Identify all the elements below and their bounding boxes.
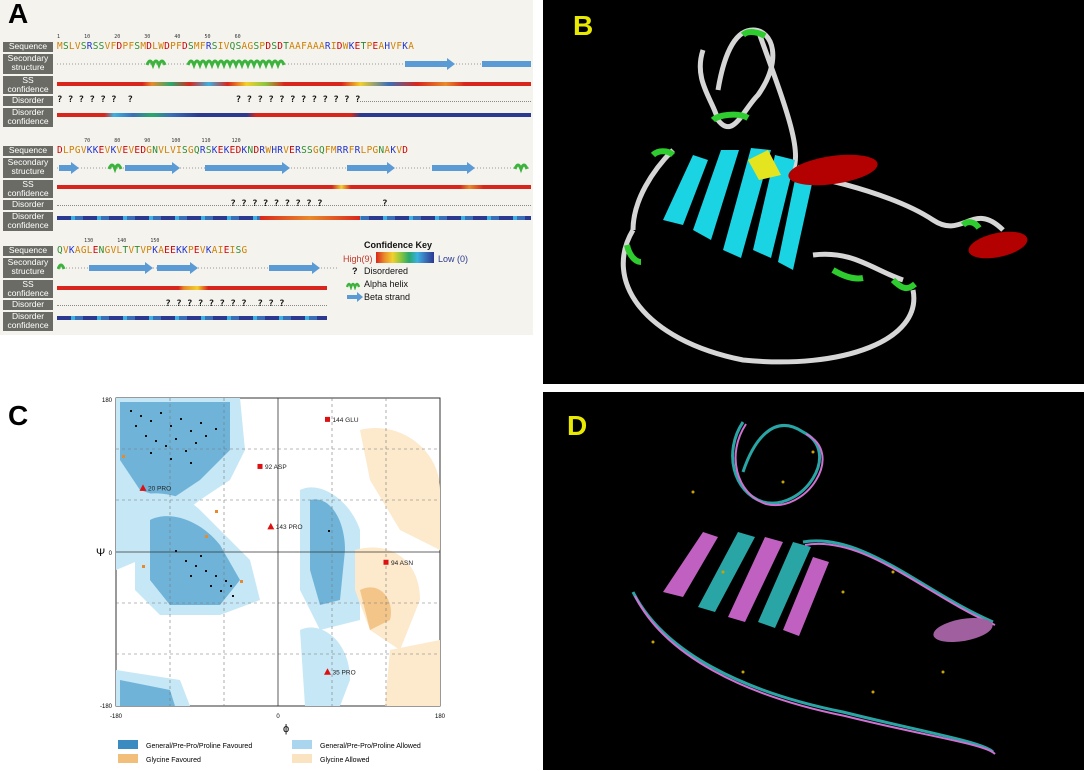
x-tick-0: 0 [276,714,280,720]
outlier-label: 94 ASN [391,560,413,567]
row-label-sequence: Sequence [3,42,53,52]
row-label-disorder-confidence: Disorder confidence [3,312,53,331]
beta-strand-icon [405,58,455,70]
disorder-confidence-bar [57,113,531,117]
seq-ticks: 70 80 90 100 110 120 [57,138,241,144]
outlier-label: 35 PRO [333,669,356,676]
rama-legend: General/Pre-Pro/Proline Favoured General… [118,740,421,764]
panel-label-d: D [567,410,588,441]
secondary-structure-track [57,58,531,70]
beta-strand-icon [125,162,180,174]
row-label-secondary: Secondary structure [3,158,53,178]
x-tick-neg180: -180 [110,714,123,720]
beta-strand-icon [157,262,198,274]
panel-c-ramachandran-plot: C 144 GLU 92 ASP 20 PRO 143 PR [0,390,533,771]
beta-strand-icon [59,162,79,174]
sequence-row: DLPGVKKEVKVEVEDGNVLVISGQRSKEKEDKNDRWHRVE… [57,145,409,156]
y-tick-neg180: -180 [100,704,113,710]
outlier-point [325,416,330,422]
disorder-line [57,305,327,306]
alpha-helix-label: Alpha helix [364,279,409,289]
beta-strand-icon [205,162,290,174]
x-axis-label: ϕ [283,723,289,735]
legend-label: Glycine Allowed [320,757,370,764]
row-label-ss-confidence: SS confidence [3,280,53,298]
outlier-label: 20 PRO [148,485,171,492]
ss-confidence-bar [57,185,531,189]
panel-label-c: C [8,400,29,431]
beta-strand-icon [269,262,320,274]
panel-label-b: B [573,10,594,41]
y-tick-180: 180 [102,398,113,404]
confidence-high: High(9) [343,254,373,264]
disorder-line [57,205,531,206]
seq-ticks: 1 10 20 30 40 50 60 [57,34,241,40]
y-axis-label: Ψ [96,547,105,559]
row-label-disorder: Disorder [3,200,53,210]
confidence-gradient [376,252,434,263]
ss-confidence-bar [57,286,327,290]
panel-b-3d-structure: B [543,0,1084,384]
legend-label: Glycine Favoured [146,757,201,764]
panel-label-a: A [8,0,29,29]
beta-strand-icon [347,292,363,302]
secondary-structure-track [57,162,531,174]
secondary-structure-track [57,262,337,274]
beta-strand-icon [432,162,475,174]
confidence-key-title: Confidence Key [364,240,433,250]
beta-strand-icon [89,262,153,274]
disorder-confidence-bar [57,316,327,320]
alpha-helix-icon [513,163,529,174]
row-label-disorder: Disorder [3,96,53,106]
sequence-row: MSLVSRSSVFDPFSMDLWDPFDSMFRSIVQSAGSPDSDTA… [57,41,415,52]
outlier-point [383,559,389,565]
row-label-ss-confidence: SS confidence [3,180,53,198]
panel-d-superimposed-structure: D [543,392,1084,770]
x-tick-180: 180 [435,714,446,720]
seq-ticks: 130 140 150 [57,238,160,244]
disorder-marks: ? ? ? ? ? ? ? ? ? ? [57,199,388,209]
alpha-helix-icon [186,59,286,70]
row-label-disorder-confidence: Disorder confidence [3,212,53,231]
legend-label: General/Pre-Pro/Proline Favoured [146,743,252,750]
outlier-point [139,484,147,491]
y-tick-0: 0 [109,551,113,557]
row-label-sequence: Sequence [3,246,53,256]
outlier-point [324,668,331,675]
alpha-helix-icon [107,163,123,174]
disorder-marks: ? ? ? ? ? ? ? ? ? ? ? [57,299,285,309]
protein-ribbon-model [620,27,1028,365]
row-label-ss-confidence: SS confidence [3,76,53,94]
superimposed-model [631,421,996,755]
beta-strand-icon [347,162,395,174]
alpha-helix-icon [145,59,167,70]
outlier-point [257,463,263,469]
panel-a-psipred: A 1 10 20 30 40 50 60 Sequence MSLVSRSSV… [0,0,533,335]
ramachandran-chart: 144 GLU 92 ASP 20 PRO 143 PRO 94 ASN 35 PRO 1… [96,397,446,764]
turn-icon [740,29,767,39]
confidence-low: Low (0) [438,254,469,264]
disordered-symbol: ? [352,266,358,276]
outlier-label: 92 ASP [265,464,287,471]
row-label-sequence: Sequence [3,146,53,156]
row-label-disorder: Disorder [3,300,53,310]
sequence-row: QVKAGLENGVLTVTVPKAEEKKPEVKAIEISG [57,245,248,256]
row-label-secondary: Secondary structure [3,258,53,278]
legend-label: General/Pre-Pro/Proline Allowed [320,743,421,750]
beta-strand-label: Beta strand [364,292,411,302]
alpha-helix-icon [346,282,361,290]
disorder-marks: ? ? ? ? ? ? ? ? ? ? ? ? ? ? ? ? ? ? ? [57,95,361,105]
row-label-disorder-confidence: Disorder confidence [3,108,53,127]
disordered-label: Disordered [364,266,409,276]
ss-confidence-bar [57,82,531,86]
outlier-point [267,522,275,530]
outlier-label: 144 GLU [333,417,359,424]
beta-strand-icon [482,61,531,67]
outlier-label: 143 PRO [276,524,303,531]
alpha-helix-icon [57,263,66,270]
row-label-secondary: Secondary structure [3,54,53,74]
helix-icon [788,154,878,186]
